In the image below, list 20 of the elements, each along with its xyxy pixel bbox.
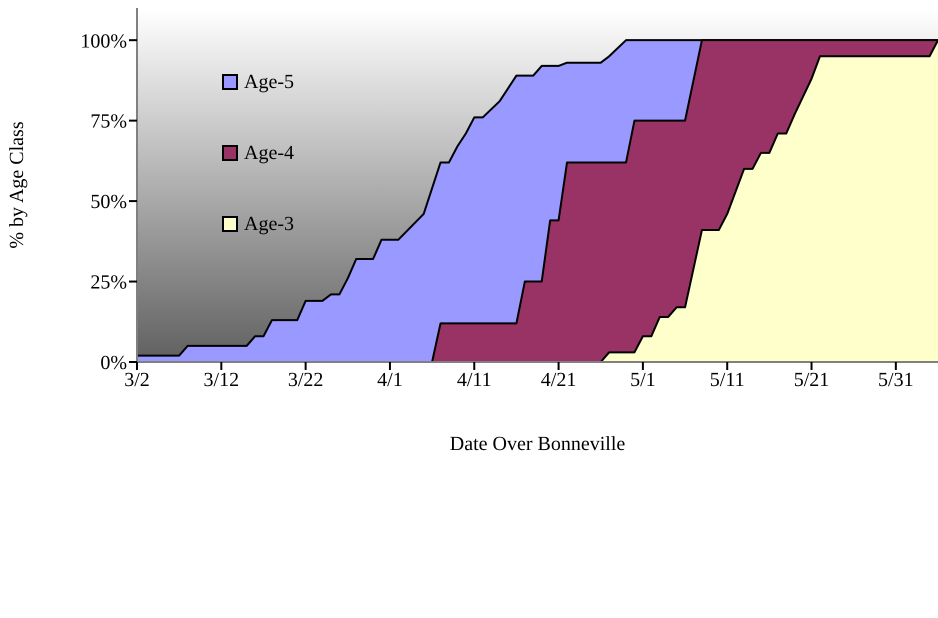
x-tick-label: 4/11 <box>456 369 492 392</box>
x-tick-label: 5/21 <box>794 369 830 392</box>
y-tick-label: 100% <box>80 30 127 52</box>
y-tick-label: 50% <box>90 191 127 214</box>
legend-label: Age-5 <box>244 70 294 94</box>
x-tick-label: 4/21 <box>540 369 576 392</box>
legend-label: Age-4 <box>244 142 294 164</box>
x-tick-label: 5/31 <box>878 369 914 392</box>
y-axis-title: % by Age Class <box>6 121 28 249</box>
x-tick-label: 5/11 <box>710 369 745 392</box>
x-tick-label: 3/12 <box>204 369 240 392</box>
legend-label: Age-3 <box>244 212 294 236</box>
x-tick-label: 3/2 <box>124 369 150 392</box>
x-axis-title: Date Over Bonneville <box>450 433 626 455</box>
x-tick-label: 4/1 <box>377 369 403 392</box>
y-tick-label: 75% <box>90 110 127 133</box>
y-tick-label: 25% <box>90 272 127 294</box>
x-tick-label: 3/22 <box>288 369 324 392</box>
y-tick-label: 0% <box>100 352 127 374</box>
x-tick-label: 5/1 <box>630 369 656 392</box>
